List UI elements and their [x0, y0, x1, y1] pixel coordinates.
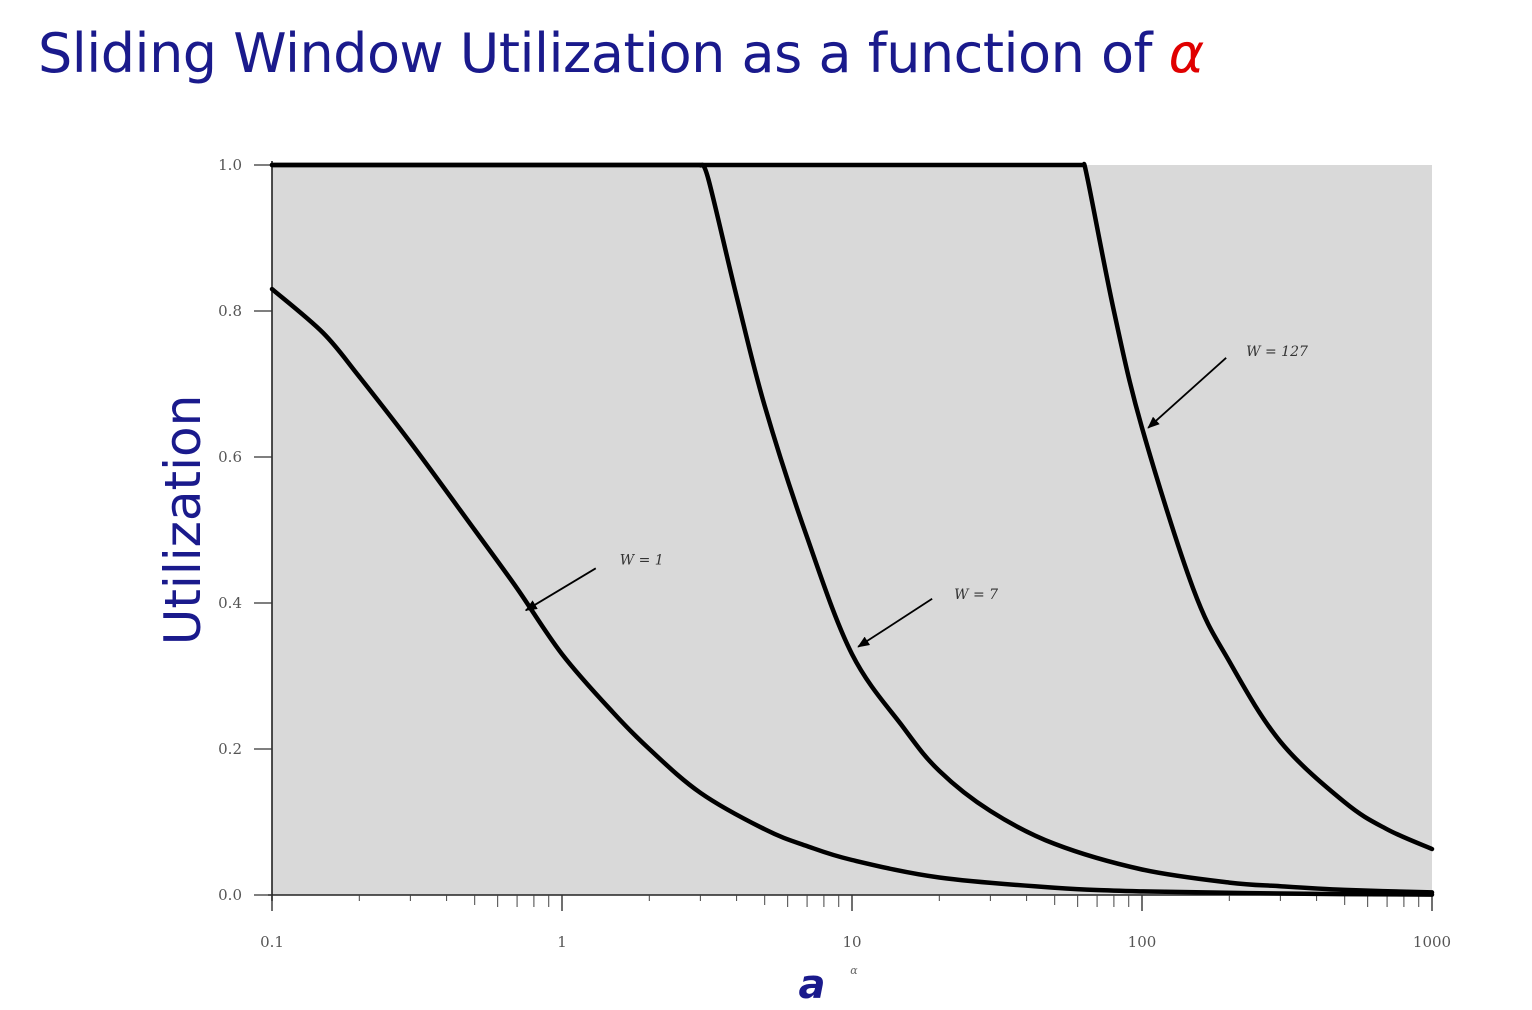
- x-axis-label: a: [799, 962, 826, 1008]
- y-tick-label: 0.6: [218, 448, 242, 466]
- y-tick-label: 1.0: [218, 156, 242, 174]
- annotations: W = 1 W = 7 W = 127: [524, 344, 1308, 648]
- annotation-label: W = 7: [954, 587, 998, 603]
- plot-background: [272, 165, 1432, 895]
- axes: 0.0 0.2 0.4 0.6 0.8 1.0 0.1 1 10 100 1000: [218, 156, 1451, 951]
- annotation-arrow: [857, 598, 933, 648]
- y-tick-label: 0.4: [218, 594, 242, 612]
- x-tick-label: 10: [842, 933, 861, 951]
- title-alpha-symbol: α: [1168, 22, 1205, 85]
- x-tick-label: 1: [557, 933, 567, 951]
- annotation-arrow: [524, 567, 597, 612]
- annotation-label: W = 1: [620, 552, 664, 568]
- annotation-arrow: [1147, 357, 1227, 429]
- x-tick-label: 1000: [1413, 933, 1451, 951]
- plot-area: [272, 165, 1432, 895]
- y-tick-label: 0.0: [218, 886, 242, 904]
- y-axis-label: Utilization: [154, 395, 212, 646]
- x-axis-small-label: α: [850, 964, 858, 977]
- x-tick-label: 100: [1128, 933, 1157, 951]
- series-line-1: [269, 286, 1435, 897]
- y-tick-label: 0.2: [218, 740, 242, 758]
- series-lines: [269, 161, 1435, 897]
- x-tick-label: 0.1: [260, 933, 284, 951]
- slide-title: Sliding Window Utilization as a function…: [38, 22, 1204, 85]
- title-text: Sliding Window Utilization as a function…: [38, 22, 1169, 85]
- annotation-label: W = 127: [1246, 344, 1308, 360]
- series-line-3: [269, 161, 1435, 852]
- y-tick-label: 0.8: [218, 302, 242, 320]
